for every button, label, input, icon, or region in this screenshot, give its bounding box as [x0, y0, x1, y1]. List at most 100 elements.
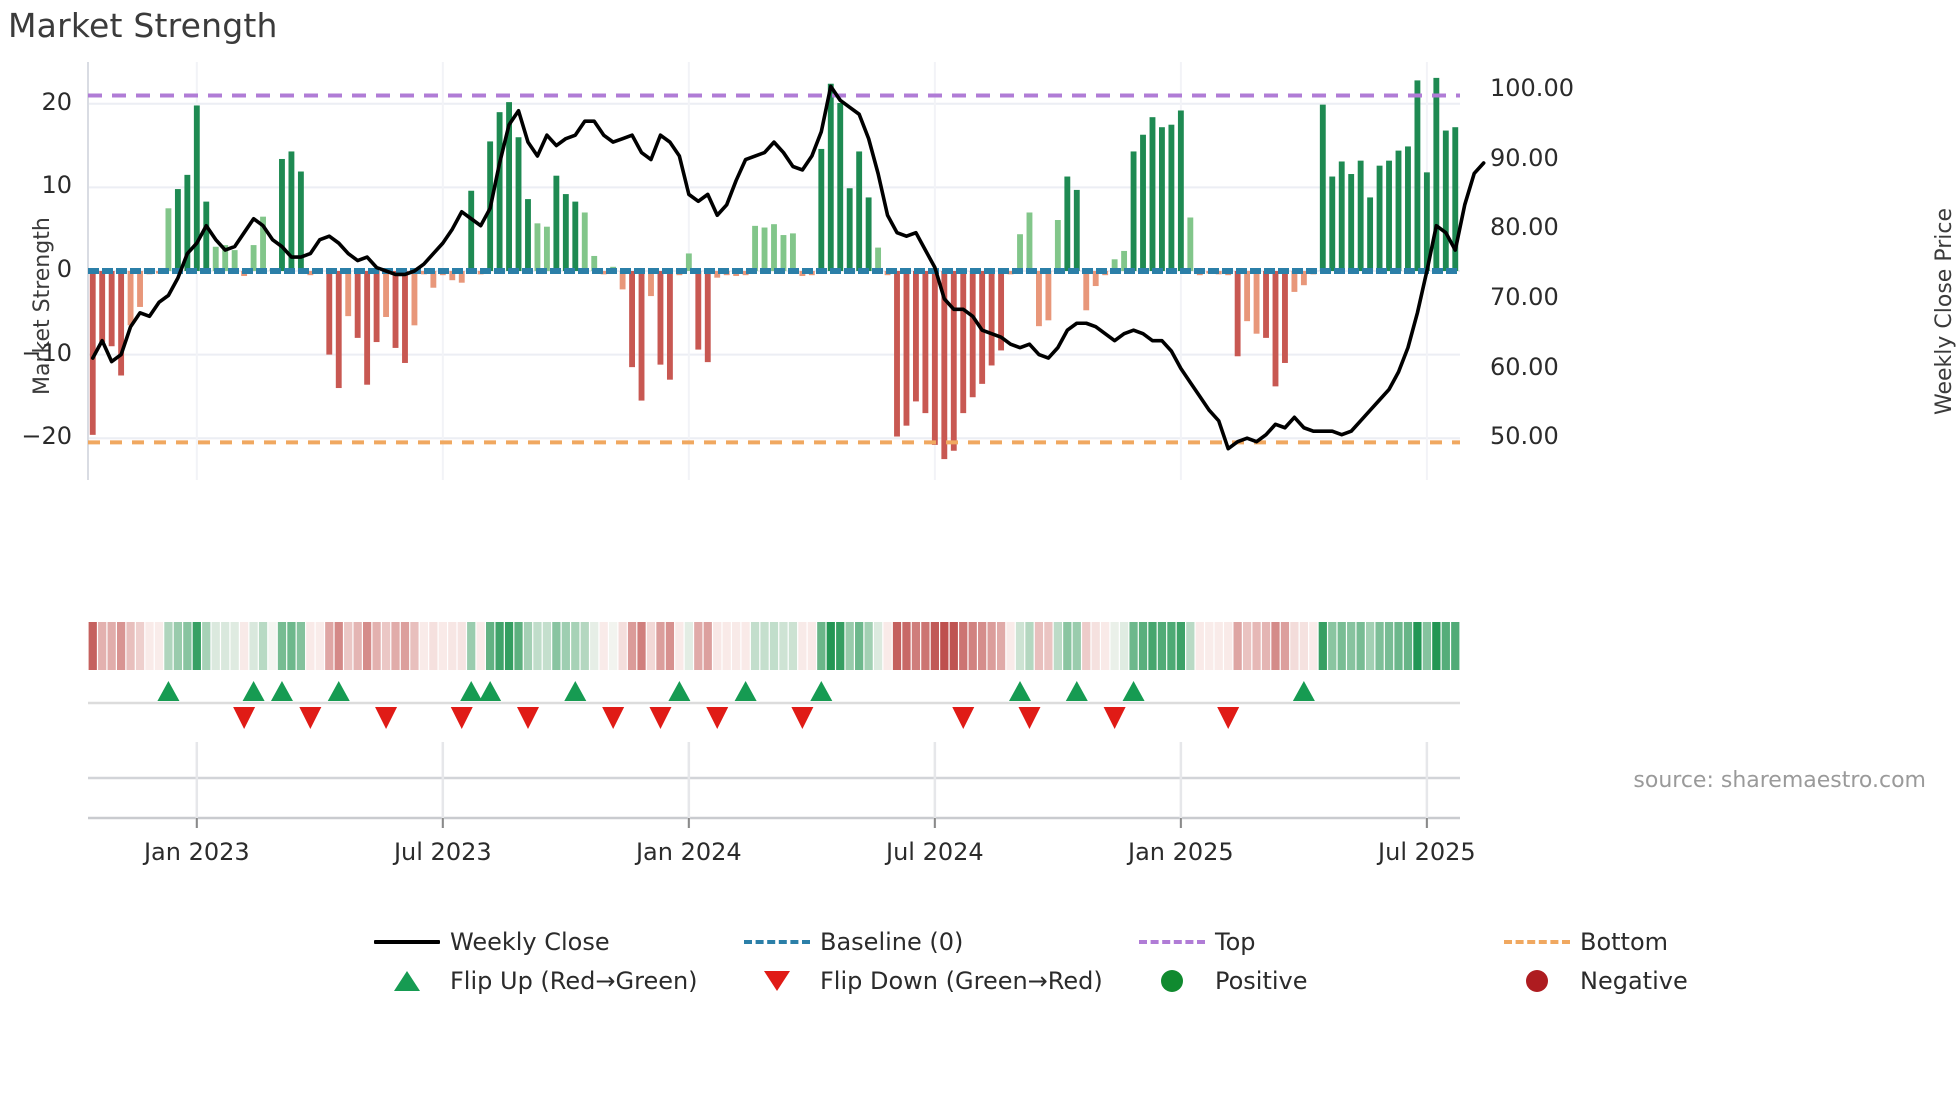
strength-bar — [827, 83, 834, 272]
heat-strip-cell — [1347, 622, 1356, 670]
legend-item[interactable]: Baseline (0) — [740, 922, 963, 961]
heat-strip-cell — [135, 622, 145, 670]
heat-strip-cell — [1138, 622, 1148, 670]
strength-bar — [912, 271, 919, 402]
heat-strip-cell — [750, 622, 760, 670]
strength-bar — [1045, 271, 1052, 321]
heat-strip-cell — [1384, 622, 1394, 670]
strength-bar — [1386, 160, 1392, 271]
legend-item[interactable]: Bottom — [1500, 922, 1668, 961]
strength-bar — [572, 201, 579, 271]
heat-strip-cell — [1328, 622, 1337, 670]
strength-bar — [780, 235, 787, 271]
heat-strip-cell — [400, 622, 410, 670]
chart-legend: Weekly Close Baseline (0) Top Bottom Flip U… — [0, 922, 1960, 1000]
heat-strip-cell — [1413, 622, 1422, 670]
heat-strip-cell — [1261, 622, 1271, 670]
heat-strip-cell — [1271, 622, 1280, 670]
dot-green-icon — [1135, 968, 1209, 994]
flip-down-marker — [649, 707, 672, 729]
triangle-up-green-glyph — [394, 970, 420, 991]
strength-bar — [506, 102, 512, 272]
flip-down-marker — [299, 707, 322, 729]
heat-strip-cell — [107, 622, 116, 670]
flip-down-marker — [375, 707, 398, 729]
heat-strip-cell — [996, 622, 1006, 670]
strength-bar — [1348, 174, 1355, 271]
strength-bar — [600, 271, 607, 275]
legend-item[interactable]: Flip Up (Red→Green) — [370, 961, 698, 1000]
heat-strip-cell — [211, 622, 220, 670]
heat-strip-cell — [1195, 622, 1204, 670]
strength-bar — [657, 271, 664, 365]
x-tick-label: Jan 2023 — [143, 838, 250, 866]
x-tick-label: Jul 2024 — [886, 838, 984, 866]
flip-up-marker — [810, 681, 833, 701]
legend-item[interactable]: Weekly Close — [370, 922, 610, 961]
strength-bar — [165, 208, 172, 271]
strength-bar — [685, 253, 692, 271]
x-tick-label: Jan 2025 — [1128, 838, 1234, 866]
heat-strip-cell — [627, 622, 637, 670]
flip-up-marker — [460, 681, 483, 701]
heat-strip-cell — [353, 622, 362, 670]
line-dotted-orange-glyph — [1504, 939, 1570, 944]
heat-strip-cell — [864, 622, 873, 670]
heat-strip-cell — [1148, 622, 1157, 670]
flip-up-marker — [564, 681, 587, 701]
heat-strip-cell — [1101, 622, 1110, 670]
heat-strip-cell — [930, 622, 939, 670]
heat-strip-cell — [807, 622, 816, 670]
legend-label: Negative — [1580, 966, 1688, 995]
legend-label: Flip Down (Green→Red) — [820, 966, 1103, 995]
heat-strip-cell — [760, 622, 769, 670]
strength-bar — [411, 271, 418, 326]
heat-strip-cell — [476, 622, 485, 670]
heat-strip-cell — [504, 622, 514, 670]
strength-bar — [1177, 110, 1184, 271]
heat-strip-cell — [1091, 622, 1100, 670]
strength-bar — [1187, 217, 1194, 271]
strength-bar — [846, 188, 853, 271]
heat-strip-cell — [372, 622, 381, 670]
strength-bar — [922, 271, 929, 414]
strength-bar — [1263, 271, 1269, 338]
x-tick-label: Jan 2024 — [635, 838, 742, 866]
heat-strip-cell — [98, 622, 107, 670]
y-tick-left-label: −20 — [21, 422, 72, 451]
heat-strip-cell — [116, 622, 126, 670]
strength-bar — [137, 271, 143, 307]
strength-bar — [420, 271, 427, 275]
legend-item[interactable]: Flip Down (Green→Red) — [740, 961, 1103, 1000]
heat-strip-cell — [1157, 622, 1167, 670]
legend-item[interactable]: Top — [1135, 922, 1256, 961]
heat-strip-cell — [911, 622, 921, 670]
strength-bar — [591, 255, 598, 271]
legend-item[interactable]: Negative — [1500, 961, 1688, 1000]
weekly-close-line — [90, 84, 1486, 451]
heat-strip-cell — [817, 622, 826, 670]
heat-strip-cell — [694, 622, 703, 670]
flip-up-marker — [1292, 681, 1315, 701]
strength-bar — [562, 194, 569, 271]
y-tick-right-label: 70.00 — [1490, 282, 1559, 311]
strength-bar — [1054, 220, 1061, 271]
strength-bar — [1140, 134, 1146, 271]
flip-down-marker — [1103, 707, 1126, 729]
heat-strip-cell — [1280, 622, 1290, 670]
heat-strip-cell — [1290, 622, 1299, 670]
flip-down-marker — [706, 707, 729, 729]
y-tick-right-label: 100.00 — [1490, 73, 1574, 102]
heat-strip-cell — [192, 622, 201, 670]
strength-bar — [1414, 80, 1421, 271]
strength-bar — [1423, 172, 1430, 271]
legend-item[interactable]: Positive — [1135, 961, 1308, 1000]
strength-bar — [1376, 165, 1383, 271]
heat-strip-cell — [684, 622, 693, 670]
heat-strip-cell — [230, 622, 239, 670]
strength-bar — [1291, 271, 1298, 292]
heat-strip-cell — [949, 622, 958, 670]
strength-bar — [335, 271, 342, 389]
heat-strip-cell — [486, 622, 495, 670]
strength-bar — [695, 271, 702, 350]
